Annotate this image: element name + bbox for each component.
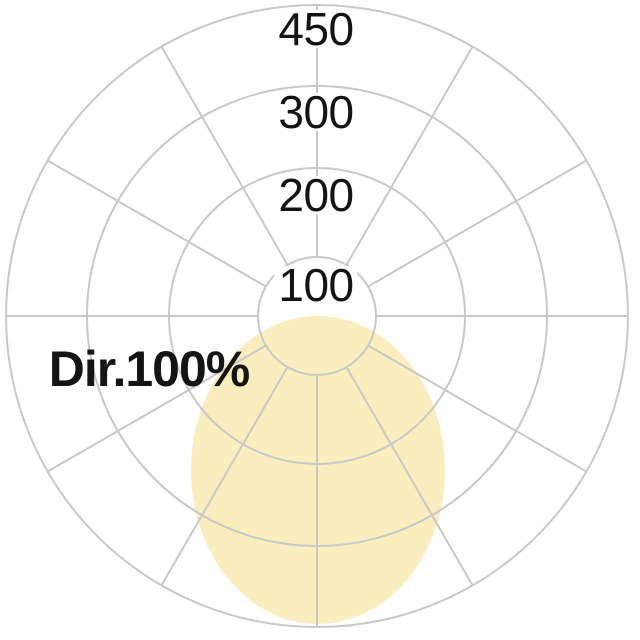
direct-percentage-label: Dir.100% <box>48 341 250 397</box>
ring-label-100: 100 <box>274 262 358 308</box>
spokes-layer <box>6 5 628 627</box>
grid-spoke-120 <box>367 344 587 473</box>
ring-label-200: 200 <box>274 172 358 218</box>
grid-spoke-240 <box>47 344 267 473</box>
grid-spoke-60 <box>367 159 587 288</box>
grid-spoke-210 <box>160 366 289 586</box>
grid-spoke-300 <box>47 159 267 288</box>
grid-spoke-30 <box>345 46 474 266</box>
grid-spoke-150 <box>345 366 474 586</box>
ring-label-300: 300 <box>274 89 358 135</box>
ring-label-450: 450 <box>274 6 358 52</box>
grid-spoke-330 <box>160 46 289 266</box>
